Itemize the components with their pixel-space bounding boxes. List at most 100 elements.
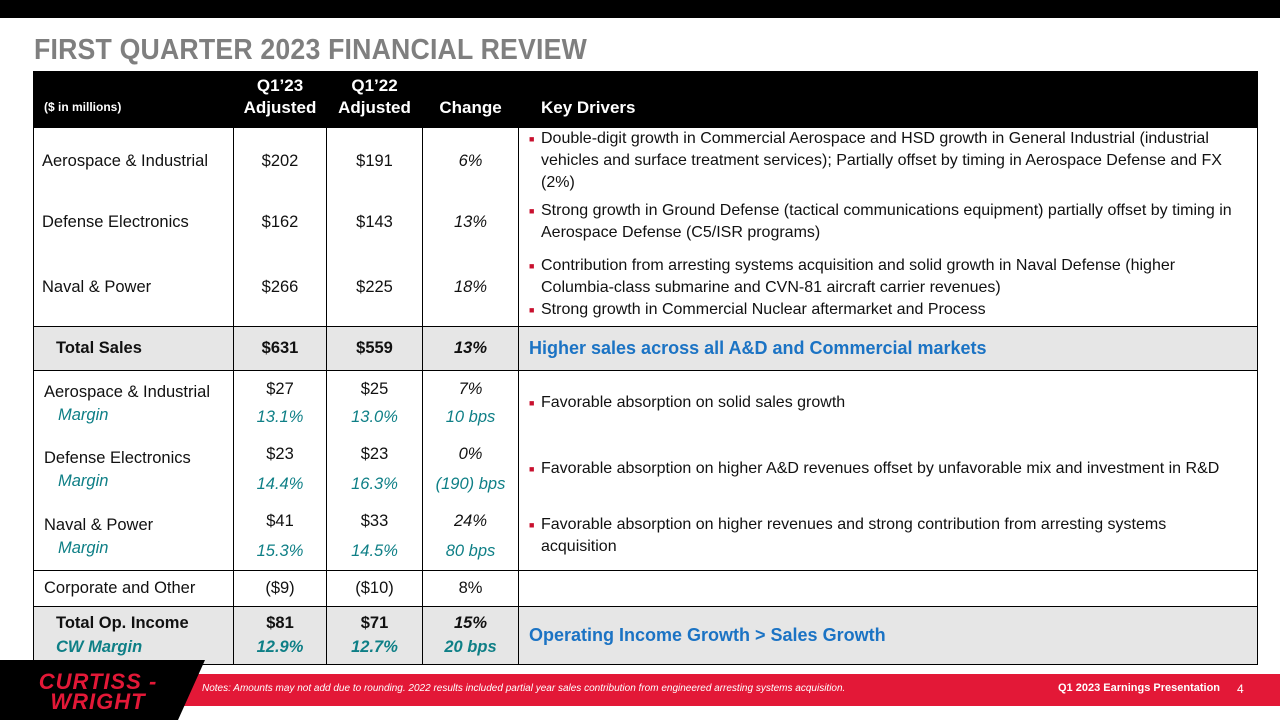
segment-cell: Naval & Power Margin — [33, 502, 234, 571]
change-value: 24% 80 bps — [422, 502, 519, 571]
change-value: 15% 20 bps — [422, 605, 519, 665]
q123-value: $202 — [233, 127, 327, 194]
key-driver-cell: ■ Favorable absorption on higher A&D reve… — [518, 436, 1258, 502]
q123-margin: 14.4% — [256, 475, 304, 493]
q122-margin: 12.7% — [351, 638, 398, 656]
bullet-icon: ■ — [529, 398, 535, 409]
segment-cell: Defense Electronics Margin — [33, 436, 234, 502]
key-driver-cell: ■ Favorable absorption on higher revenues… — [518, 502, 1258, 571]
bullet-icon: ■ — [529, 519, 535, 530]
corporate-row: Corporate and Other ($9) ($10) 8% — [33, 569, 1258, 607]
key-driver-cell: ■ Favorable absorption on solid sales gro… — [518, 369, 1258, 436]
total-op-cell: Total Op. Income CW Margin — [33, 605, 234, 665]
segment-label: Naval & Power — [33, 250, 234, 327]
footer-note: Notes: Amounts may not add due to roundi… — [202, 683, 846, 694]
page-title: FIRST QUARTER 2023 FINANCIAL REVIEW — [34, 34, 587, 66]
bullet-icon: ■ — [529, 260, 535, 271]
change-value: 0% (190) bps — [422, 436, 519, 502]
table-row: Naval & Power $266 $225 18% ■ Contributio… — [33, 250, 1258, 327]
list-item: ■ Strong growth in Ground Defense (tactic… — [529, 200, 1237, 244]
margin-label: Margin — [58, 406, 109, 425]
q122-value: $559 — [326, 325, 423, 371]
list-item: ■ Double-digit growth in Commercial Aeros… — [529, 128, 1237, 194]
table-row: Defense Electronics Margin $23 14.4% $23 1… — [33, 436, 1258, 502]
bullet-icon: ■ — [529, 464, 535, 474]
q122-value: ($10) — [326, 569, 423, 607]
footer: CURTISS - WRIGHT Notes: Amounts may not … — [0, 660, 1280, 720]
corporate-label: Corporate and Other — [33, 569, 234, 607]
financial-table: ($ in millions) Q1’23 Adjusted Q1’22 Adjus… — [33, 71, 1258, 665]
table-row: Aerospace & Industrial $202 $191 6% ■ Dou… — [33, 127, 1258, 194]
cw-margin-label: CW Margin — [56, 638, 143, 656]
change-value: 6% — [422, 127, 519, 194]
change-margin: 80 bps — [445, 541, 496, 560]
key-drivers-header: Key Drivers — [518, 71, 1258, 128]
q123-margin: 12.9% — [256, 638, 304, 656]
q123-header: Q1’23 Adjusted — [233, 71, 327, 128]
key-driver-cell: ■ Strong growth in Ground Defense (tactic… — [518, 194, 1258, 250]
change-value: 8% — [422, 569, 519, 607]
segment-cell: Aerospace & Industrial Margin — [33, 369, 234, 436]
segment-label: Aerospace & Industrial — [44, 383, 211, 402]
change-value: 7% 10 bps — [422, 369, 519, 436]
q123-value: $41 15.3% — [233, 502, 327, 571]
segment-label: Defense Electronics — [44, 449, 191, 467]
q122-value: $71 12.7% — [326, 605, 423, 665]
q122-value: $25 13.0% — [326, 369, 423, 436]
units-header: ($ in millions) — [33, 71, 234, 128]
curtiss-wright-logo: CURTISS - WRIGHT — [38, 669, 158, 714]
q123-value: $81 12.9% — [233, 605, 327, 665]
q122-header: Q1’22 Adjusted — [326, 71, 423, 128]
list-item: ■ Strong growth in Commercial Nuclear aft… — [529, 299, 1237, 321]
page-number: 4 — [1237, 682, 1244, 696]
key-driver-cell: ■ Contribution from arresting systems acq… — [518, 250, 1258, 327]
change-margin: (190) bps — [435, 475, 506, 493]
q122-value: $33 14.5% — [326, 502, 423, 571]
total-op-driver: Operating Income Growth > Sales Growth — [518, 605, 1258, 665]
list-item: ■ Contribution from arresting systems acq… — [529, 255, 1237, 299]
change-value: 13% — [422, 194, 519, 250]
segment-label: Defense Electronics — [33, 194, 234, 250]
table-row: Defense Electronics $162 $143 13% ■ Stron… — [33, 194, 1258, 250]
list-item: ■ Favorable absorption on solid sales gro… — [529, 392, 1237, 414]
q123-value: $266 — [233, 250, 327, 327]
q123-value: $23 14.4% — [233, 436, 327, 502]
table-row: Aerospace & Industrial Margin $27 13.1% $… — [33, 369, 1258, 436]
list-item: ■ Favorable absorption on higher revenues… — [529, 514, 1237, 558]
table-row: Naval & Power Margin $41 15.3% $33 14.5% 2… — [33, 502, 1258, 571]
segment-label: Aerospace & Industrial — [33, 127, 234, 194]
total-sales-label: Total Sales — [33, 325, 234, 371]
margin-label: Margin — [58, 538, 109, 557]
total-sales-driver: Higher sales across all A&D and Commerci… — [518, 325, 1258, 371]
q122-value: $225 — [326, 250, 423, 327]
bullet-icon: ■ — [529, 134, 535, 144]
q122-margin: 14.5% — [351, 541, 398, 560]
q122-margin: 13.0% — [351, 408, 398, 427]
change-margin: 10 bps — [445, 408, 496, 427]
bullet-icon: ■ — [529, 304, 535, 315]
key-driver-cell — [518, 569, 1258, 607]
q122-value: $191 — [326, 127, 423, 194]
footer-red-band — [0, 674, 1280, 706]
presentation-title: Q1 2023 Earnings Presentation — [1058, 682, 1221, 694]
q122-value: $23 16.3% — [326, 436, 423, 502]
key-driver-cell: ■ Double-digit growth in Commercial Aeros… — [518, 127, 1258, 194]
q123-margin: 15.3% — [256, 541, 304, 560]
q123-margin: 13.1% — [256, 408, 304, 427]
list-item: ■ Favorable absorption on higher A&D reve… — [529, 458, 1237, 480]
change-margin: 20 bps — [444, 638, 497, 656]
top-bar — [0, 0, 1280, 18]
change-value: 13% — [422, 325, 519, 371]
q122-margin: 16.3% — [351, 475, 398, 493]
bullet-icon: ■ — [529, 206, 535, 216]
logo-block — [0, 660, 205, 720]
q123-value: $27 13.1% — [233, 369, 327, 436]
q123-value: ($9) — [233, 569, 327, 607]
segment-label: Naval & Power — [44, 515, 154, 534]
total-op-income-row: Total Op. Income CW Margin $81 12.9% $71 1… — [33, 605, 1258, 665]
total-sales-row: Total Sales $631 $559 13% Higher sales a… — [33, 325, 1258, 371]
q123-value: $631 — [233, 325, 327, 371]
margin-label: Margin — [58, 472, 109, 490]
total-op-label: Total Op. Income — [56, 614, 189, 632]
change-header: Change — [422, 71, 519, 128]
